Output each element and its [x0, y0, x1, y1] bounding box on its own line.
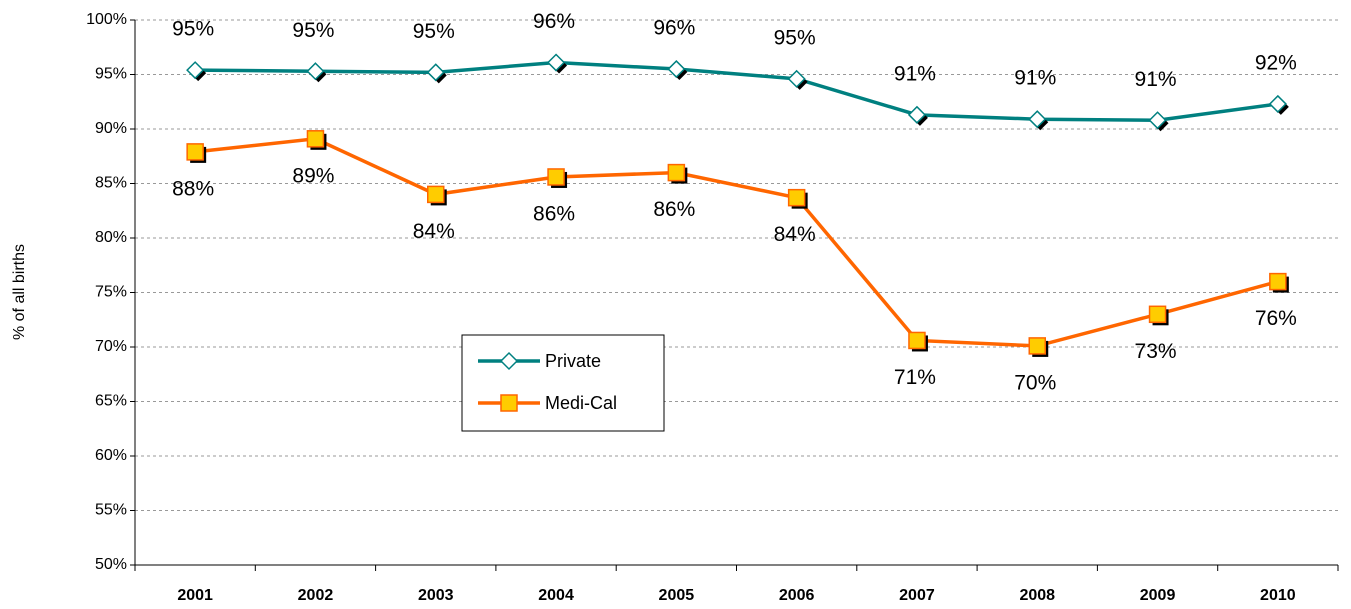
marker [787, 188, 806, 207]
marker [1148, 111, 1167, 130]
value-label: 84% [774, 223, 816, 246]
x-tick-label: 2010 [1260, 587, 1296, 604]
value-label: 95% [413, 20, 455, 43]
marker [787, 69, 806, 88]
x-tick-label: 2008 [1019, 587, 1055, 604]
marker [186, 61, 205, 80]
value-label: 88% [172, 177, 214, 200]
y-tick-label: 65% [95, 393, 127, 410]
value-label: 86% [653, 198, 695, 221]
marker [306, 130, 325, 148]
value-label: 86% [533, 203, 575, 226]
marker [546, 53, 566, 72]
value-label: 96% [533, 10, 575, 33]
legend-marker [499, 351, 519, 371]
x-tick-label: 2002 [298, 587, 334, 604]
marker [908, 331, 926, 350]
marker [1028, 110, 1047, 129]
x-tick-label: 2006 [779, 587, 815, 604]
x-tick-label: 2001 [177, 587, 213, 604]
x-tick-label: 2004 [538, 587, 574, 604]
value-label: 96% [653, 17, 695, 40]
legend-marker [500, 394, 518, 412]
value-label: 91% [1014, 67, 1056, 90]
value-label: 76% [1255, 307, 1297, 330]
value-label: 91% [894, 62, 936, 85]
marker [667, 59, 686, 79]
marker [667, 163, 686, 182]
marker [426, 63, 445, 82]
marker [1268, 94, 1287, 113]
legend-label: Private [545, 351, 601, 371]
marker [186, 143, 204, 161]
marker [306, 62, 325, 81]
legend-box [461, 334, 665, 432]
y-tick-label: 95% [95, 66, 127, 83]
marker [547, 168, 565, 186]
y-tick-label: 70% [95, 338, 127, 355]
value-label: 84% [413, 220, 455, 243]
value-label: 95% [774, 26, 816, 49]
series-line [194, 137, 1279, 348]
y-tick-label: 50% [95, 556, 127, 573]
value-label: 71% [894, 366, 936, 389]
value-label: 92% [1255, 51, 1297, 74]
value-label: 95% [292, 19, 334, 42]
y-tick-label: 90% [95, 120, 127, 137]
value-label: 73% [1135, 340, 1177, 363]
x-tick-label: 2009 [1140, 587, 1176, 604]
marker [1028, 337, 1046, 355]
legend-label: Medi-Cal [545, 393, 617, 413]
value-label: 95% [172, 18, 214, 41]
marker [907, 105, 927, 124]
x-tick-label: 2007 [899, 587, 935, 604]
y-tick-label: 85% [95, 175, 127, 192]
marker [1269, 272, 1287, 291]
marker [1148, 305, 1167, 324]
y-tick-label: 55% [95, 502, 127, 519]
x-tick-label: 2003 [418, 587, 454, 604]
x-tick-label: 2005 [659, 587, 695, 604]
marker [427, 185, 445, 204]
value-label: 91% [1135, 68, 1177, 91]
y-tick-label: 75% [95, 284, 127, 301]
y-tick-label: 80% [95, 229, 127, 246]
y-axis-label: % of all births [11, 244, 28, 340]
y-tick-label: 100% [86, 11, 127, 28]
series-line [195, 60, 1279, 123]
value-label: 89% [292, 164, 334, 187]
value-label: 70% [1014, 371, 1056, 394]
y-tick-label: 60% [95, 447, 127, 464]
